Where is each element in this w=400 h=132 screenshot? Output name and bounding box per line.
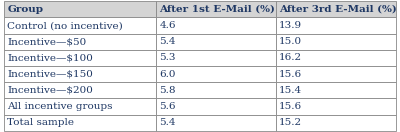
Bar: [276, 1, 396, 18]
Bar: [276, 66, 396, 82]
Bar: [156, 34, 276, 50]
Text: Incentive—$150: Incentive—$150: [7, 70, 93, 79]
Bar: [4, 66, 156, 82]
Bar: [156, 18, 276, 34]
Bar: [156, 98, 276, 114]
Bar: [4, 114, 156, 131]
Bar: [4, 1, 156, 18]
Text: 15.6: 15.6: [279, 70, 302, 79]
Bar: [156, 50, 276, 66]
Bar: [156, 82, 276, 98]
Bar: [4, 34, 156, 50]
Bar: [276, 82, 396, 98]
Text: 5.8: 5.8: [159, 86, 176, 95]
Text: 5.3: 5.3: [159, 53, 176, 62]
Bar: [156, 66, 276, 82]
Bar: [276, 34, 396, 50]
Text: 16.2: 16.2: [279, 53, 302, 62]
Text: Incentive—$100: Incentive—$100: [7, 53, 93, 62]
Text: 15.2: 15.2: [279, 118, 302, 127]
Bar: [276, 18, 396, 34]
Bar: [276, 98, 396, 114]
Bar: [4, 98, 156, 114]
Bar: [276, 50, 396, 66]
Bar: [4, 18, 156, 34]
Text: Incentive—$50: Incentive—$50: [7, 37, 86, 46]
Bar: [4, 50, 156, 66]
Text: 5.4: 5.4: [159, 37, 176, 46]
Bar: [276, 114, 396, 131]
Text: 5.4: 5.4: [159, 118, 176, 127]
Bar: [156, 1, 276, 18]
Text: 5.6: 5.6: [159, 102, 176, 111]
Bar: [156, 114, 276, 131]
Text: 15.6: 15.6: [279, 102, 302, 111]
Text: Control (no incentive): Control (no incentive): [7, 21, 123, 30]
Bar: [4, 82, 156, 98]
Text: After 1st E-Mail (%): After 1st E-Mail (%): [159, 5, 275, 14]
Text: After 3rd E-Mail (%): After 3rd E-Mail (%): [279, 5, 397, 14]
Text: All incentive groups: All incentive groups: [7, 102, 113, 111]
Text: 4.6: 4.6: [159, 21, 176, 30]
Text: Incentive—$200: Incentive—$200: [7, 86, 93, 95]
Text: Group: Group: [7, 5, 43, 14]
Text: 13.9: 13.9: [279, 21, 302, 30]
Text: 6.0: 6.0: [159, 70, 176, 79]
Text: 15.0: 15.0: [279, 37, 302, 46]
Text: 15.4: 15.4: [279, 86, 302, 95]
Text: Total sample: Total sample: [7, 118, 74, 127]
